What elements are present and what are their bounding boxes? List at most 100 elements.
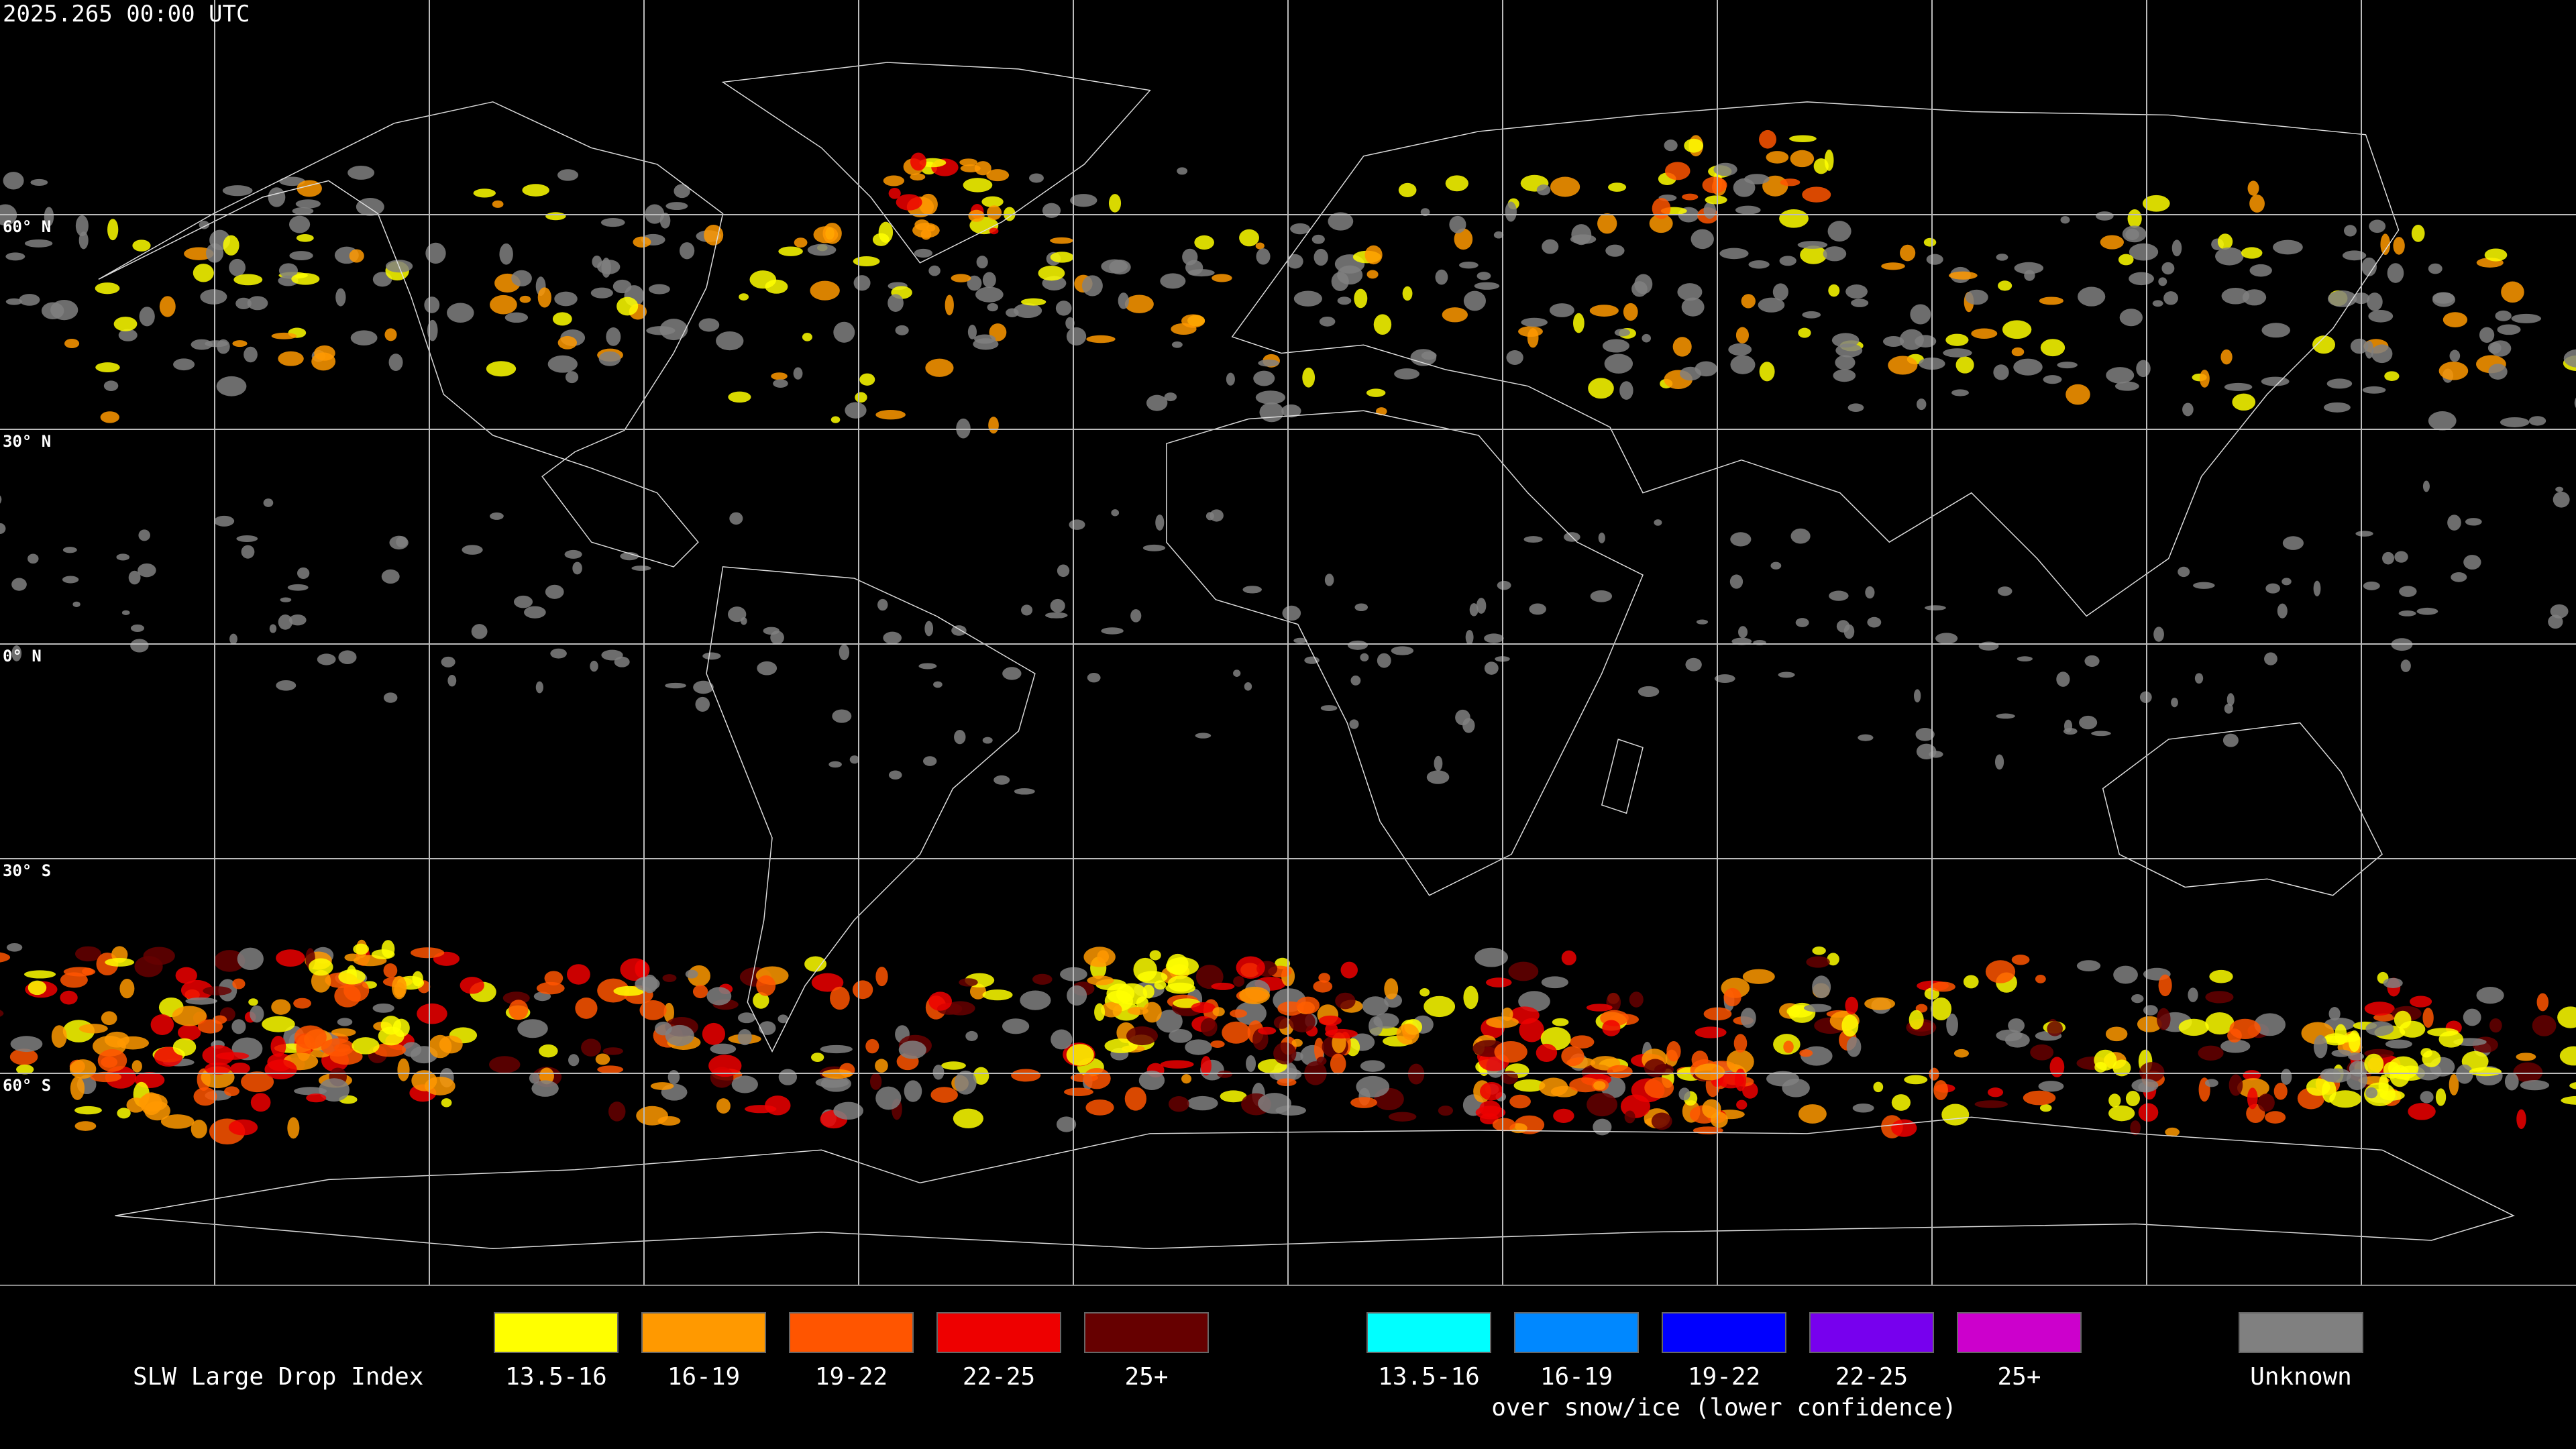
cloud-pixel bbox=[1702, 176, 1727, 194]
cloud-pixel bbox=[704, 225, 724, 246]
cloud-pixel bbox=[1293, 637, 1307, 643]
cloud-pixel bbox=[2008, 1018, 2025, 1033]
cloud-pixel bbox=[1735, 205, 1761, 215]
cloud-pixel bbox=[853, 275, 871, 291]
cloud-pixel bbox=[2112, 1059, 2131, 1077]
cloud-pixel bbox=[853, 256, 880, 267]
cloud-pixel bbox=[519, 295, 531, 303]
cloud-pixel bbox=[344, 953, 361, 962]
cloud-pixel bbox=[402, 1042, 422, 1057]
cloud-pixel bbox=[439, 1035, 463, 1054]
cloud-pixel bbox=[1066, 327, 1087, 346]
cloud-pixel bbox=[2324, 402, 2351, 413]
cloud-pixel bbox=[1629, 991, 1644, 1008]
cloud-pixel bbox=[1160, 1060, 1194, 1069]
cloud-pixel bbox=[517, 1019, 548, 1038]
cloud-pixel bbox=[953, 1108, 983, 1129]
cloud-pixel bbox=[830, 416, 841, 423]
cloud-pixel bbox=[287, 1117, 300, 1139]
cloud-pixel bbox=[1236, 956, 1265, 979]
cloud-pixel bbox=[1978, 641, 1999, 651]
cloud-pixel bbox=[1806, 956, 1830, 968]
cloud-pixel bbox=[101, 1011, 117, 1026]
cloud-pixel bbox=[2484, 248, 2508, 262]
cloud-pixel bbox=[2500, 417, 2530, 427]
cloud-pixel bbox=[1384, 978, 1399, 1000]
cloud-pixel bbox=[280, 597, 292, 602]
cloud-pixel bbox=[2171, 698, 2178, 708]
cloud-pixel bbox=[1505, 201, 1517, 222]
cloud-pixel bbox=[928, 265, 941, 276]
legend-label: 13.5-16 bbox=[505, 1363, 607, 1391]
cloud-pixel bbox=[97, 1049, 127, 1072]
cloud-pixel bbox=[1963, 975, 1979, 989]
cloud-pixel bbox=[665, 682, 686, 689]
cloud-pixel bbox=[2114, 381, 2139, 391]
cloud-pixel bbox=[1258, 1026, 1277, 1035]
cloud-pixel bbox=[394, 982, 406, 998]
legend-label: 19-22 bbox=[815, 1363, 888, 1391]
cloud-pixel bbox=[1138, 1070, 1165, 1090]
cloud-pixel bbox=[941, 1061, 966, 1070]
cloud-pixel bbox=[595, 1053, 610, 1065]
cloud-pixel bbox=[1181, 1074, 1192, 1084]
cloud-pixel bbox=[306, 1093, 327, 1103]
cloud-pixel bbox=[295, 199, 321, 209]
legend-label: 22-25 bbox=[1835, 1363, 1908, 1391]
cloud-pixel bbox=[2105, 1026, 2128, 1042]
cloud-pixel bbox=[590, 287, 613, 299]
cloud-pixel bbox=[2516, 1109, 2526, 1129]
cloud-pixel bbox=[411, 1070, 437, 1091]
cloud-pixel bbox=[1465, 629, 1474, 645]
cloud-pixel bbox=[895, 325, 909, 335]
legend-swatch bbox=[936, 1312, 1061, 1353]
cloud-pixel bbox=[933, 681, 943, 688]
cloud-pixel bbox=[1672, 337, 1692, 357]
cloud-pixel bbox=[490, 512, 504, 520]
cloud-pixel bbox=[1454, 228, 1473, 250]
cloud-pixel bbox=[1435, 269, 1448, 285]
cloud-pixel bbox=[2163, 291, 2178, 305]
cloud-pixel bbox=[685, 969, 698, 979]
cloud-pixel bbox=[1493, 231, 1504, 239]
cloud-pixel bbox=[2078, 286, 2106, 307]
cloud-pixel bbox=[1987, 1087, 2004, 1097]
cloud-pixel bbox=[1923, 237, 1937, 247]
cloud-pixel bbox=[2226, 693, 2235, 706]
cloud-pixel bbox=[1051, 1029, 1073, 1050]
cloud-pixel bbox=[1593, 1118, 1612, 1136]
cloud-pixel bbox=[30, 178, 48, 186]
cloud-pixel bbox=[1004, 207, 1016, 221]
cloud-pixel bbox=[131, 1060, 142, 1073]
cloud-pixel bbox=[729, 512, 743, 525]
coast-africa bbox=[1166, 410, 1644, 896]
cloud-pixel bbox=[592, 255, 602, 268]
cloud-pixel bbox=[1772, 283, 1788, 301]
cloud-pixel bbox=[963, 178, 993, 193]
cloud-pixel bbox=[758, 1021, 776, 1035]
cloud-pixel bbox=[811, 973, 844, 992]
cloud-pixel bbox=[545, 212, 566, 221]
cloud-pixel bbox=[1654, 1064, 1674, 1076]
cloud-pixel bbox=[138, 529, 150, 541]
cloud-pixel bbox=[2096, 211, 2114, 221]
cloud-pixel bbox=[1812, 946, 1826, 955]
cloud-pixel bbox=[1242, 586, 1262, 594]
cloud-pixel bbox=[987, 303, 998, 312]
cloud-pixel bbox=[1124, 294, 1154, 313]
legend-label: 13.5-16 bbox=[1378, 1363, 1480, 1391]
cloud-pixel bbox=[1349, 719, 1359, 729]
cloud-pixel bbox=[2495, 310, 2512, 321]
cloud-pixel bbox=[2178, 566, 2190, 578]
cloud-pixel bbox=[2113, 965, 2138, 984]
cloud-pixel bbox=[1734, 1068, 1746, 1091]
cloud-pixel bbox=[2205, 991, 2234, 1004]
cloud-pixel bbox=[810, 280, 840, 301]
cloud-pixel bbox=[662, 974, 677, 982]
cloud-pixel bbox=[2215, 247, 2244, 266]
cloud-pixel bbox=[230, 1063, 250, 1075]
cloud-pixel bbox=[2039, 1104, 2052, 1112]
cloud-pixel bbox=[1391, 646, 1414, 655]
cloud-pixel bbox=[1235, 1002, 1267, 1026]
cloud-pixel bbox=[1684, 138, 1704, 153]
